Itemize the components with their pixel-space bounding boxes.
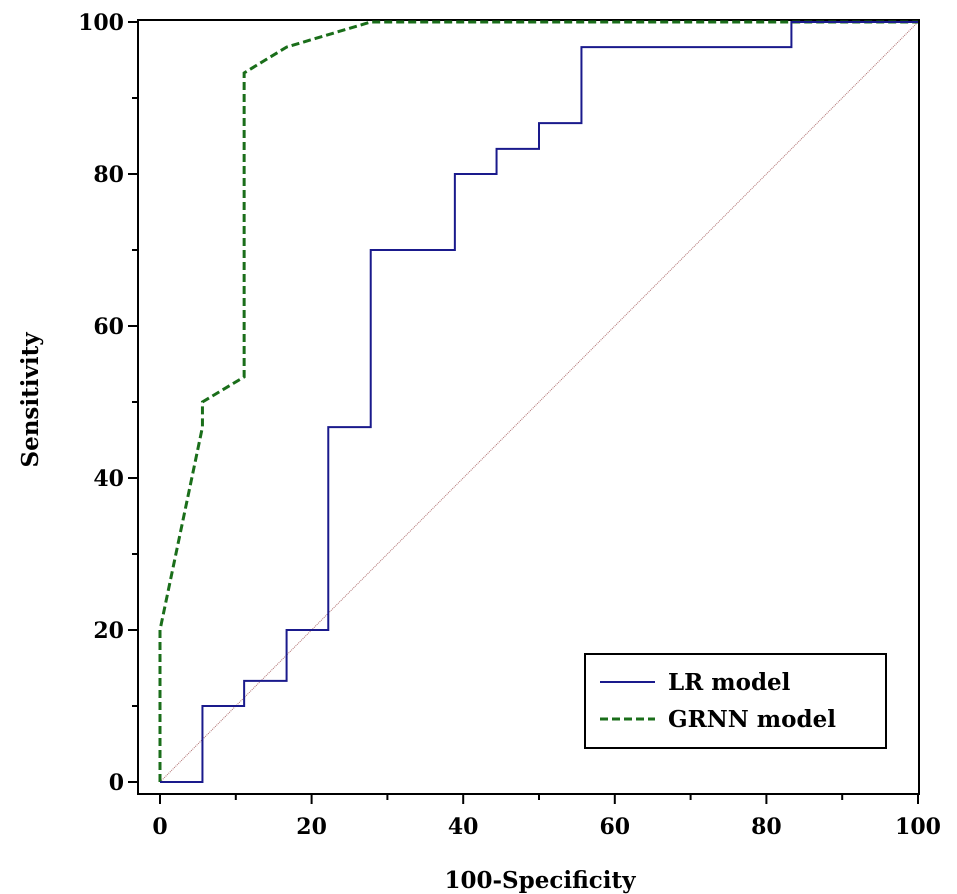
x-tick-label: 80 xyxy=(751,814,782,840)
y-tick-label: 40 xyxy=(93,466,124,492)
y-tick-label: 0 xyxy=(109,770,124,796)
y-tick-label: 60 xyxy=(93,314,124,340)
series-line-grnn xyxy=(158,20,918,782)
y-tick-label: 80 xyxy=(93,162,124,188)
legend-label-grnn: GRNN model xyxy=(668,706,836,733)
series-layer xyxy=(158,20,919,783)
legend-label-lr: LR model xyxy=(668,669,791,696)
x-axis-title: 100-Specificity xyxy=(444,867,636,894)
y-axis-title: Sensitivity xyxy=(17,332,44,468)
axis-ticks xyxy=(128,21,919,804)
y-tick-label: 20 xyxy=(93,618,124,644)
x-tick-label: 100 xyxy=(895,814,941,840)
plot-frame xyxy=(137,19,920,795)
y-tick-label: 100 xyxy=(78,10,124,36)
legend-box xyxy=(584,653,887,749)
x-tick-label: 40 xyxy=(448,814,479,840)
x-tick-label: 20 xyxy=(296,814,327,840)
legend: LR model GRNN model xyxy=(584,653,887,749)
label-layer: 0 20 40 60 80 100 0 20 40 60 80 100 xyxy=(78,10,941,840)
series-line-lr xyxy=(160,21,918,783)
x-tick-label: 0 xyxy=(152,814,167,840)
x-tick-label: 60 xyxy=(599,814,630,840)
